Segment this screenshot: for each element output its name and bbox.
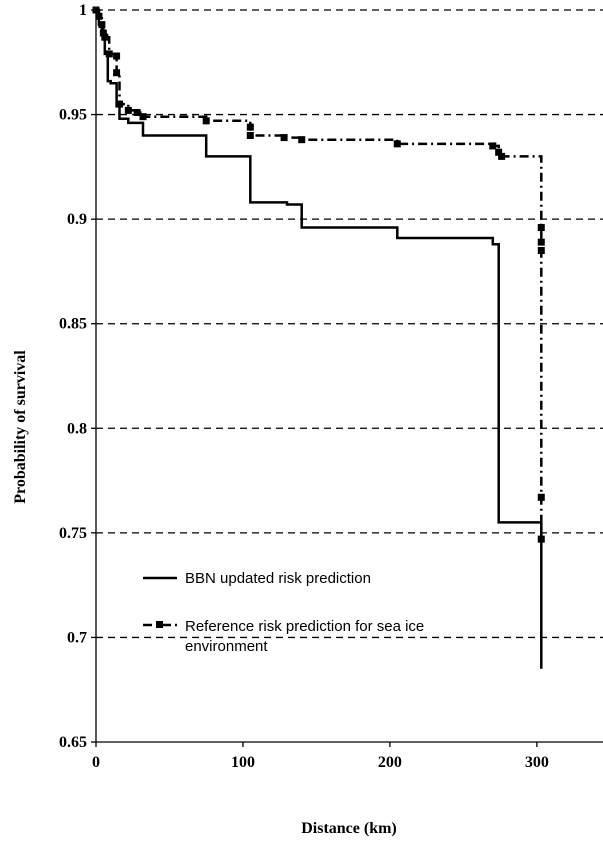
y-tick-label: 0.95	[59, 107, 87, 124]
y-tick-label: 0.75	[59, 525, 87, 542]
reference-series-marker	[537, 493, 545, 501]
reference-series-marker	[537, 224, 545, 232]
reference-series-marker	[246, 123, 254, 131]
reference-series-marker	[124, 106, 132, 114]
x-tick-label: 0	[92, 754, 100, 771]
axes	[91, 9, 603, 747]
y-tick-label: 1	[79, 2, 87, 19]
y-tick-labels: 0.65 0.7 0.75 0.8 0.85 0.9 0.95 1	[59, 2, 87, 751]
reference-series-marker	[246, 131, 254, 139]
reference-series-marker	[116, 100, 124, 108]
reference-series-marker	[537, 238, 545, 246]
bbn-series-line	[96, 8, 543, 669]
legend: BBN updated risk prediction Reference ri…	[143, 570, 428, 655]
x-tick-label: 300	[525, 754, 549, 771]
reference-series-marker	[99, 29, 107, 37]
legend-label-reference-line1: Reference risk prediction for sea ice	[185, 618, 424, 635]
reference-series-marker	[489, 142, 497, 150]
legend-label-reference: Reference risk prediction for sea ice en…	[185, 618, 428, 655]
legend-label-reference-line2: environment	[185, 638, 268, 655]
gridlines	[96, 9, 603, 639]
y-tick-label: 0.9	[67, 211, 87, 228]
x-tick-label: 200	[378, 754, 402, 771]
y-axis-title: Probability of survival	[12, 350, 29, 504]
reference-series-marker	[537, 247, 545, 255]
reference-series-marker	[113, 69, 121, 77]
y-tick-label: 0.85	[59, 316, 87, 333]
reference-series-marker	[105, 50, 113, 58]
legend-label-bbn: BBN updated risk prediction	[185, 570, 371, 587]
reference-series-marker	[393, 140, 401, 148]
reference-series-line	[96, 8, 543, 540]
reference-series-marker	[133, 108, 141, 116]
reference-series-marker	[280, 134, 288, 142]
x-tick-label: 100	[231, 754, 255, 771]
y-tick-label: 0.65	[59, 734, 87, 751]
legend-marker-reference	[156, 621, 163, 628]
series-layer	[92, 6, 545, 669]
reference-series-marker	[298, 136, 306, 144]
reference-series-marker	[113, 52, 121, 60]
y-tick-label: 0.7	[67, 629, 87, 646]
reference-series-marker	[139, 113, 147, 121]
x-axis-title: Distance (km)	[301, 820, 397, 837]
x-tick-labels: 0 100 200 300	[92, 754, 549, 771]
y-tick-label: 0.8	[67, 420, 87, 437]
reference-series-marker	[498, 152, 506, 160]
reference-series-marker	[202, 117, 210, 125]
reference-series-marker	[495, 148, 503, 156]
